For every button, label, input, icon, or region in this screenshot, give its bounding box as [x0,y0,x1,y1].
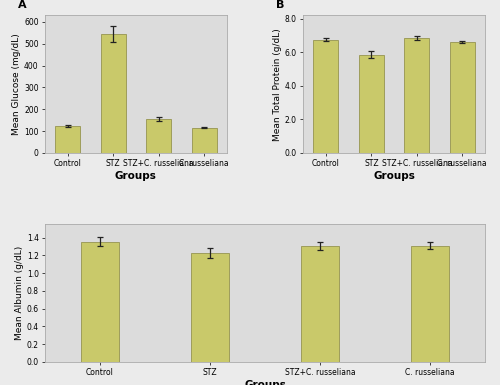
Bar [146,119,171,153]
Bar [301,246,339,362]
Bar [359,55,384,153]
Y-axis label: Mean Albumin (g/dL): Mean Albumin (g/dL) [15,246,24,340]
Bar [55,126,80,153]
Bar [314,40,338,153]
Bar [411,246,449,362]
Text: B: B [276,0,284,10]
Y-axis label: Mean Total Protein (g/dL): Mean Total Protein (g/dL) [273,28,282,141]
Bar [192,128,216,153]
X-axis label: Groups: Groups [115,171,157,181]
Y-axis label: Mean Glucose (mg/dL): Mean Glucose (mg/dL) [12,33,22,135]
X-axis label: Groups: Groups [373,171,415,181]
X-axis label: Groups: Groups [244,380,286,385]
Bar [450,42,475,153]
Bar [81,242,120,362]
Bar [191,253,229,362]
Bar [100,34,126,153]
Bar [404,38,429,153]
Text: A: A [18,0,26,10]
